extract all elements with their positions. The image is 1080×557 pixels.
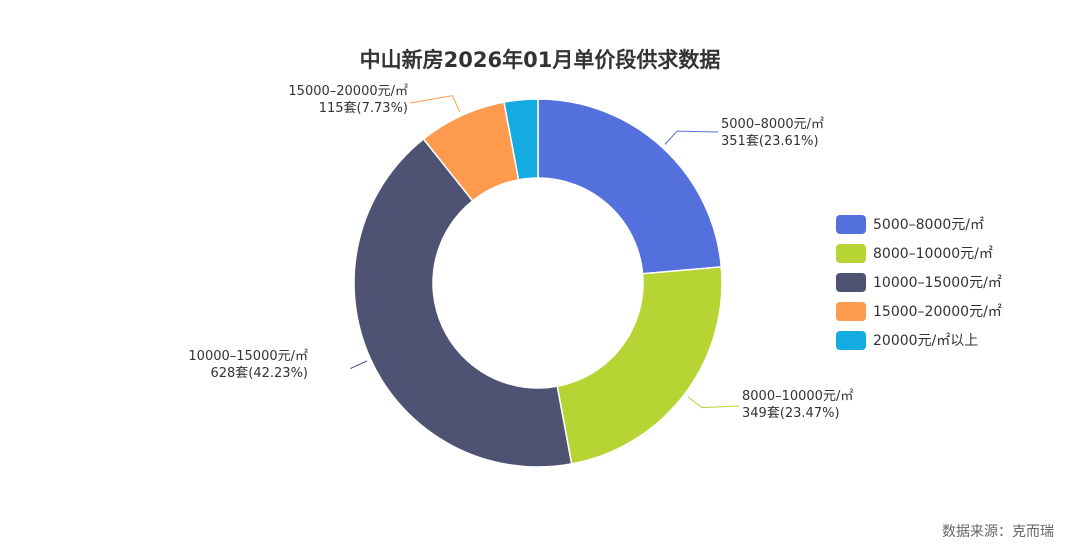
- data-label-4-line-2: 115套(7.73%): [319, 100, 408, 116]
- legend-label-2: 8000–10000元/㎡: [873, 246, 993, 262]
- data-label-1-line-1: 5000–8000元/㎡: [721, 117, 824, 132]
- chart-title: 中山新房2026年01月单价段供求数据: [359, 48, 721, 72]
- legend-item-4[interactable]: 15000–20000元/㎡: [836, 301, 1002, 321]
- legend-label-4: 15000–20000元/㎡: [873, 304, 1002, 320]
- data-label-2-line-2: 349套(23.47%): [742, 405, 840, 421]
- legend: 5000–8000元/㎡ 8000–10000元/㎡ 10000–15000元/…: [836, 214, 1002, 359]
- legend-item-1[interactable]: 5000–8000元/㎡: [836, 214, 1002, 234]
- leader-line-2: [687, 396, 740, 409]
- leader-line-3: [350, 360, 368, 369]
- legend-label-5: 20000元/㎡以上: [873, 333, 979, 349]
- data-label-4-line-1: 15000–20000元/㎡: [288, 84, 408, 99]
- legend-item-5[interactable]: 20000元/㎡以上: [836, 330, 1002, 350]
- donut-slice-1[interactable]: [537, 98, 723, 275]
- legend-swatch-5: [836, 330, 866, 350]
- data-label-1-line-2: 351套(23.61%): [721, 133, 819, 149]
- legend-swatch-1: [836, 214, 866, 234]
- legend-swatch-3: [836, 272, 866, 292]
- data-source-note: 数据来源：克而瑞: [942, 524, 1054, 540]
- legend-label-3: 10000–15000元/㎡: [873, 275, 1002, 291]
- leader-line-1: [664, 130, 719, 145]
- legend-item-2[interactable]: 8000–10000元/㎡: [836, 243, 1002, 263]
- donut-slice-5[interactable]: [503, 98, 539, 181]
- data-label-3-line-2: 628套(42.23%): [210, 365, 308, 381]
- donut-slice-2[interactable]: [556, 266, 723, 465]
- legend-label-1: 5000–8000元/㎡: [873, 217, 984, 233]
- legend-item-3[interactable]: 10000–15000元/㎡: [836, 272, 1002, 292]
- legend-swatch-2: [836, 243, 866, 263]
- data-label-3-line-1: 10000–15000元/㎡: [188, 349, 308, 364]
- data-label-2-line-1: 8000–10000元/㎡: [742, 389, 853, 404]
- donut-slice-3[interactable]: [353, 137, 573, 468]
- legend-swatch-4: [836, 301, 866, 321]
- leader-line-4: [409, 95, 461, 113]
